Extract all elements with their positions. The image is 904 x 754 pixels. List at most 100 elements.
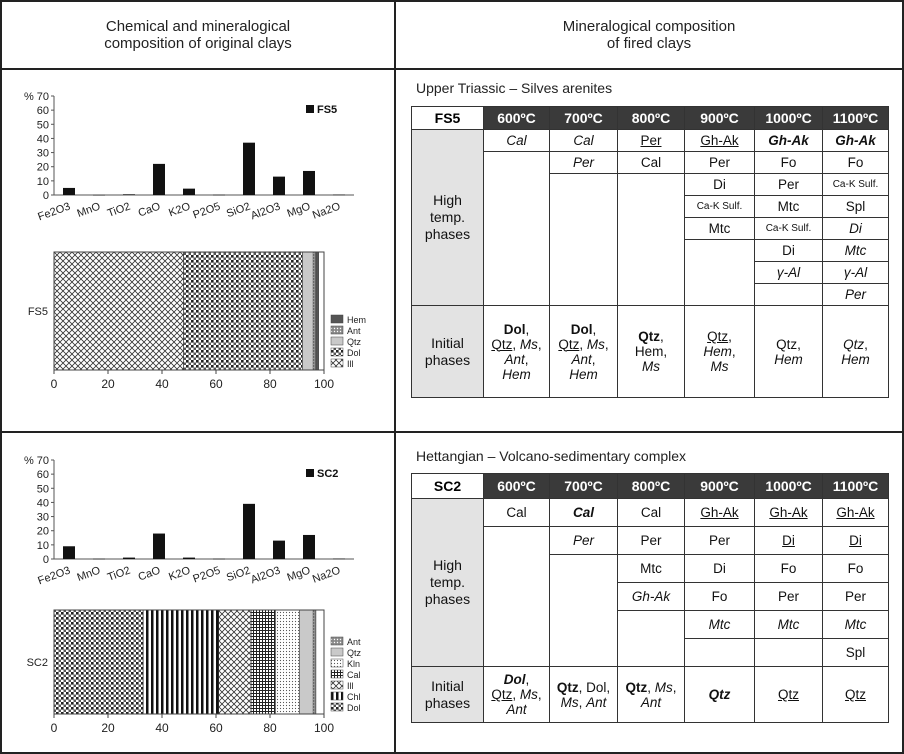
phase-text: Per xyxy=(777,589,799,604)
phase-text: Per xyxy=(640,533,662,548)
phase-cell: Mtc xyxy=(684,217,755,240)
phase-text: Fo xyxy=(780,155,797,170)
bar-mno xyxy=(93,558,105,560)
phase-line: Qtz, xyxy=(618,329,684,344)
x-tick-label: 0 xyxy=(51,721,58,735)
phase-text: , xyxy=(525,321,530,337)
sample-label: FS5 xyxy=(28,306,48,318)
empty-cell xyxy=(754,638,823,667)
label-line: Initial xyxy=(431,677,464,694)
phase-text: , xyxy=(659,329,664,344)
phase-text: Ant xyxy=(506,702,527,717)
phase-text: Gh-Ak xyxy=(836,505,875,520)
phase-line: Dol, xyxy=(484,322,549,337)
phase-cell: Di xyxy=(684,173,755,196)
phase-text: , xyxy=(524,351,529,367)
phase-line: Ant xyxy=(484,702,549,717)
phase-text: Qtz xyxy=(491,687,513,702)
legend-swatch-hem xyxy=(330,314,344,324)
phase-text: Gh-Ak xyxy=(631,589,671,604)
phase-text: Ms xyxy=(560,694,579,710)
phase-line: Hem xyxy=(484,367,549,382)
phase-text: Qtz xyxy=(707,329,729,344)
phase-text: , xyxy=(512,336,520,352)
phase-cell: Di xyxy=(684,554,755,583)
phase-line: Hem, xyxy=(685,344,754,359)
y-tick-label: 50 xyxy=(37,119,49,131)
phase-cell: Gh-Ak xyxy=(754,129,823,152)
phase-cell: Per xyxy=(822,283,889,306)
legend-swatch-cal xyxy=(330,669,344,679)
left-header-line1: Chemical and mineralogical xyxy=(105,18,291,35)
phase-text: , xyxy=(604,336,609,352)
segment-dol xyxy=(183,251,303,371)
phase-text: , xyxy=(672,679,677,695)
oxide-bar-chart-fs5: 0 10 20 30 40 50 60 70% Fe2O3 MnO TiO2 CaO K2O P2O5 Si… xyxy=(24,91,354,223)
x-tick-label: TiO2 xyxy=(106,201,132,220)
phase-text: , xyxy=(592,321,597,337)
phase-cell: Di xyxy=(822,217,889,240)
phase-text: Ca-K Sulf. xyxy=(696,201,743,212)
x-tick-label: TiO2 xyxy=(106,565,132,584)
phase-text: Fo xyxy=(780,561,797,576)
legend-label: Chl xyxy=(347,692,361,702)
temperature-header: 1100ºC xyxy=(822,473,889,499)
phase-text: Mtc xyxy=(777,617,800,632)
phase-text: Mtc xyxy=(640,561,662,576)
phase-text: Ms xyxy=(519,687,538,702)
bar-cao xyxy=(153,163,165,195)
y-tick-label: 30 xyxy=(37,148,49,160)
phase-line: Qtz xyxy=(755,687,822,702)
phase-text: Qtz xyxy=(638,329,660,344)
phase-cell: Cal xyxy=(483,129,550,152)
x-tick-label: MnO xyxy=(76,200,103,220)
phase-cell: Mtc xyxy=(617,554,685,583)
phase-text: , xyxy=(579,336,587,352)
label-line: High xyxy=(433,192,462,208)
initial-phase-cell: Qtz, Ms, Ant xyxy=(617,666,685,723)
empty-cell xyxy=(617,610,685,667)
legend-label: Kln xyxy=(347,659,360,669)
phase-cell: Cal xyxy=(617,498,685,527)
phase-cell: Gh-Ak xyxy=(754,498,823,527)
phase-text: γ-Al xyxy=(776,265,801,280)
phase-text: , xyxy=(663,344,668,359)
phase-text: Gh-Ak xyxy=(769,505,808,520)
x-tick-label: P2O5 xyxy=(191,565,222,586)
phase-text: Hem xyxy=(703,344,732,359)
phase-text: Dol xyxy=(503,672,526,687)
x-tick-label: MnO xyxy=(76,564,103,584)
temperature-header: 600ºC xyxy=(483,473,550,499)
label-line: temp. xyxy=(429,574,465,590)
y-tick-label: 70 xyxy=(37,455,49,467)
legend-label: Ill xyxy=(347,681,354,691)
phase-text: Cal xyxy=(506,133,527,148)
phase-cell: Fo xyxy=(754,151,823,174)
phase-text: Ms xyxy=(642,359,660,374)
segment-hem xyxy=(315,251,319,371)
phase-line: Ant xyxy=(618,695,684,710)
legend-swatch-qtz xyxy=(330,647,344,657)
x-tick-label: 80 xyxy=(263,377,277,391)
legend-swatch-ant xyxy=(330,325,344,335)
phase-line: Ms xyxy=(685,359,754,374)
phase-cell: Per xyxy=(754,582,823,611)
phase-line: Qtz xyxy=(823,687,888,702)
phase-line: Qtz, Ms, xyxy=(618,680,684,695)
legend-label: Cal xyxy=(347,670,361,680)
phase-text: Di xyxy=(849,221,862,236)
segment-cal xyxy=(250,609,276,715)
section-subtitle-fs5: Upper Triassic – Silves arenites xyxy=(416,80,613,96)
stack-frame xyxy=(53,251,325,371)
segment-ill xyxy=(53,251,184,371)
phase-cell: Per xyxy=(617,526,685,555)
phase-text: Mtc xyxy=(844,617,867,632)
temperature-header: 700ºC xyxy=(549,473,618,499)
y-tick-label: 0 xyxy=(43,190,49,202)
phase-text: Ca-K Sulf. xyxy=(765,223,812,234)
label-line: phases xyxy=(424,694,471,711)
phase-text: Qtz xyxy=(708,687,731,702)
bar-al2o3 xyxy=(273,540,285,559)
bar-cao xyxy=(153,533,165,559)
